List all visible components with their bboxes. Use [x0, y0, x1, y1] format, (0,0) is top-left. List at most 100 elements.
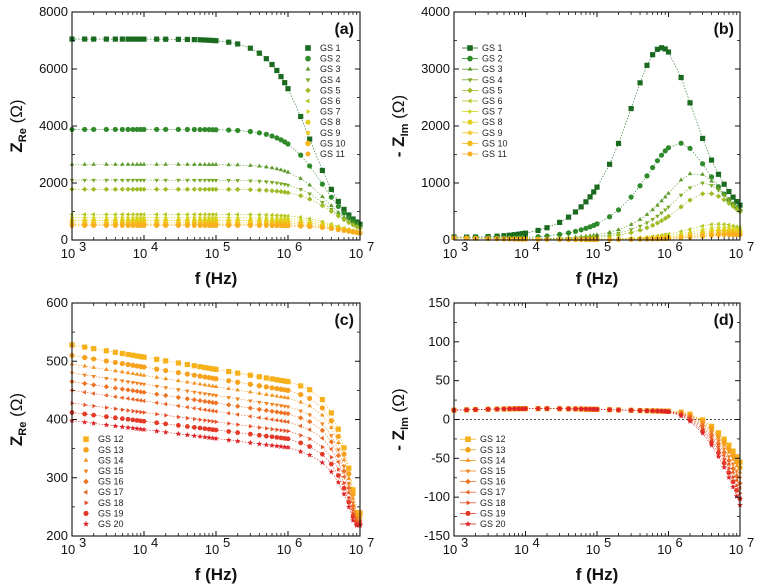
data-point — [734, 469, 739, 474]
data-point — [659, 198, 664, 203]
data-point — [103, 223, 109, 228]
series-line — [453, 182, 741, 240]
data-point — [307, 182, 312, 187]
data-point — [235, 387, 240, 392]
legend-label: GS 2 — [320, 54, 341, 64]
data-point — [83, 402, 88, 408]
x-tick-label: 10 — [349, 246, 363, 261]
data-point — [307, 403, 312, 408]
data-point — [130, 417, 136, 423]
data-point — [191, 37, 197, 43]
data-point — [307, 418, 313, 425]
data-point — [130, 388, 136, 394]
data-point — [112, 394, 117, 399]
data-point — [544, 225, 550, 231]
data-point — [726, 461, 731, 467]
data-point — [328, 226, 334, 231]
data-point — [113, 178, 118, 183]
legend-marker — [465, 436, 471, 442]
y-tick-label: 1000 — [421, 175, 450, 190]
y-axis-label: ZRe (Ω) — [7, 393, 29, 446]
data-point — [119, 386, 125, 392]
data-point — [91, 212, 95, 217]
data-point — [700, 191, 706, 197]
data-point — [591, 189, 597, 195]
legend-marker — [467, 45, 473, 51]
plot-area — [69, 342, 363, 528]
legend-item: GS 10 — [462, 138, 508, 148]
data-point — [184, 126, 190, 133]
data-point — [154, 400, 158, 405]
data-point — [225, 437, 232, 443]
legend-label: GS 14 — [480, 455, 506, 465]
data-point — [134, 371, 140, 376]
data-point — [103, 358, 109, 364]
data-point — [615, 140, 622, 147]
data-point — [341, 491, 347, 497]
data-point — [565, 405, 572, 412]
data-point — [247, 223, 253, 228]
data-point — [213, 427, 219, 433]
data-point — [336, 209, 341, 214]
data-point — [307, 163, 313, 169]
data-point — [103, 414, 109, 419]
legend-marker — [305, 87, 311, 94]
data-point — [227, 421, 232, 426]
data-point — [175, 212, 180, 217]
data-point — [175, 403, 180, 409]
data-point — [594, 184, 600, 190]
data-point — [263, 212, 268, 218]
data-point — [285, 419, 290, 425]
legend-item: GS 9 — [462, 128, 503, 138]
data-point — [191, 363, 197, 369]
data-point — [120, 178, 125, 183]
data-point — [206, 161, 212, 166]
data-point — [730, 448, 736, 454]
y-tick-label: 8000 — [39, 4, 68, 19]
data-point — [308, 436, 313, 442]
data-point — [213, 178, 219, 183]
data-point — [637, 216, 643, 221]
data-point — [192, 161, 197, 166]
data-point — [285, 223, 291, 229]
data-point — [130, 362, 136, 368]
x-tick-exponent: 4 — [533, 535, 540, 550]
data-point — [350, 491, 356, 497]
data-point — [730, 470, 735, 475]
data-point — [134, 186, 140, 192]
data-point — [328, 194, 334, 200]
data-point — [226, 127, 232, 133]
data-point — [197, 381, 203, 386]
data-point — [138, 382, 143, 387]
y-tick-label: 2000 — [39, 175, 68, 190]
legend-label: GS 14 — [98, 455, 124, 465]
data-point — [583, 406, 589, 412]
data-point — [665, 145, 672, 151]
data-point — [628, 105, 634, 112]
data-point — [138, 161, 143, 166]
data-point — [247, 187, 253, 193]
data-point — [82, 380, 88, 387]
data-point — [135, 409, 140, 414]
legend-item: GS 19 — [460, 508, 506, 518]
data-point — [214, 419, 219, 425]
data-point — [226, 386, 231, 390]
legend-label: GS 11 — [320, 149, 345, 159]
legend-marker — [467, 78, 473, 83]
legend-label: GS 5 — [320, 85, 341, 95]
data-point — [175, 423, 181, 428]
data-point — [341, 227, 347, 233]
data-point — [247, 381, 253, 387]
data-point — [341, 468, 347, 474]
legend-label: GS 7 — [482, 107, 503, 117]
data-point — [112, 385, 118, 391]
data-point — [206, 127, 212, 133]
data-point — [141, 212, 146, 217]
data-point — [263, 407, 269, 414]
data-point — [154, 36, 160, 42]
data-point — [350, 222, 356, 228]
data-point — [319, 459, 326, 466]
data-point — [103, 421, 110, 428]
x-tick-exponent: 6 — [676, 535, 683, 550]
data-point — [274, 393, 280, 398]
